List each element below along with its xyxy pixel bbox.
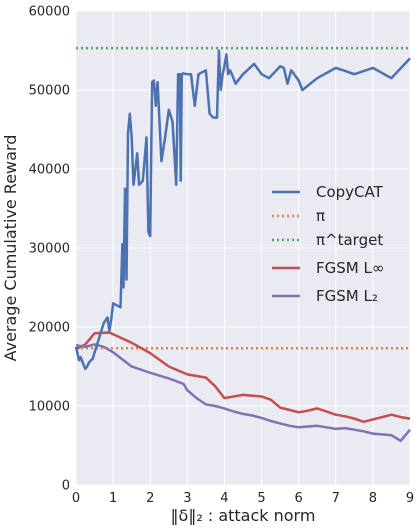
legend-label-pi: π	[316, 207, 325, 225]
x-tick-label: 4	[220, 491, 228, 506]
x-tick-labels: 0 1 2 3 4 5 6 7 8 9	[72, 491, 414, 506]
legend-label-pi-target: π^target	[316, 231, 383, 249]
y-axis-label: Average Cumulative Reward	[1, 135, 20, 362]
grid	[75, 10, 411, 486]
series-layer	[74, 46, 411, 443]
x-tick-label: 8	[369, 491, 377, 506]
x-tick-label: 5	[257, 491, 265, 506]
x-tick-label: 6	[295, 491, 303, 506]
y-tick-label: 50000	[29, 84, 70, 99]
series-line-fgsm-l2	[75, 343, 411, 443]
x-tick-label: 0	[72, 491, 80, 506]
legend: CopyCAT π π^target FGSM L∞ FGSM L₂	[272, 183, 384, 305]
y-tick-labels: 0 10000 20000 30000 40000 50000 60000	[29, 5, 70, 494]
x-tick-label: 3	[183, 491, 191, 506]
y-tick-label: 40000	[29, 163, 70, 178]
y-tick-label: 20000	[29, 321, 70, 336]
y-tick-label: 0	[62, 479, 70, 494]
x-axis-label: ‖δ‖₂ : attack norm	[171, 506, 316, 525]
legend-label-fgsm-linf: FGSM L∞	[316, 259, 384, 277]
legend-label-fgsm-l2: FGSM L₂	[316, 287, 378, 305]
x-tick-label: 2	[146, 491, 154, 506]
x-tick-label: 9	[406, 491, 414, 506]
x-tick-label: 1	[109, 491, 117, 506]
series-line-fgsm-linf	[75, 331, 411, 424]
x-tick-label: 7	[332, 491, 340, 506]
y-tick-label: 30000	[29, 242, 70, 257]
legend-label-copycat: CopyCAT	[316, 183, 384, 201]
series-line-copycat	[74, 49, 411, 371]
y-tick-label: 60000	[29, 5, 70, 20]
y-tick-label: 10000	[29, 400, 70, 415]
